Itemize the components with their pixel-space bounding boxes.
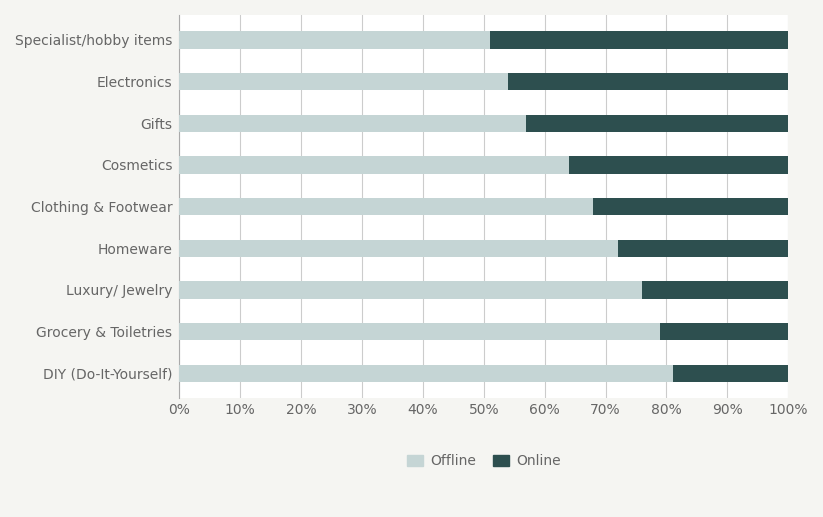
Bar <box>179 198 593 216</box>
Bar <box>642 281 788 299</box>
Bar <box>527 115 788 132</box>
Bar <box>179 323 660 340</box>
Bar <box>179 115 527 132</box>
Bar <box>593 198 788 216</box>
Bar <box>672 364 788 382</box>
Bar <box>179 281 642 299</box>
Bar <box>179 239 618 257</box>
Bar <box>618 239 788 257</box>
Bar <box>179 73 508 90</box>
Bar <box>569 156 788 174</box>
Bar <box>179 156 569 174</box>
Bar <box>179 31 490 49</box>
Bar <box>508 73 788 90</box>
Bar <box>660 323 788 340</box>
Legend: Offline, Online: Offline, Online <box>407 454 561 468</box>
Bar <box>490 31 788 49</box>
Bar <box>179 364 672 382</box>
